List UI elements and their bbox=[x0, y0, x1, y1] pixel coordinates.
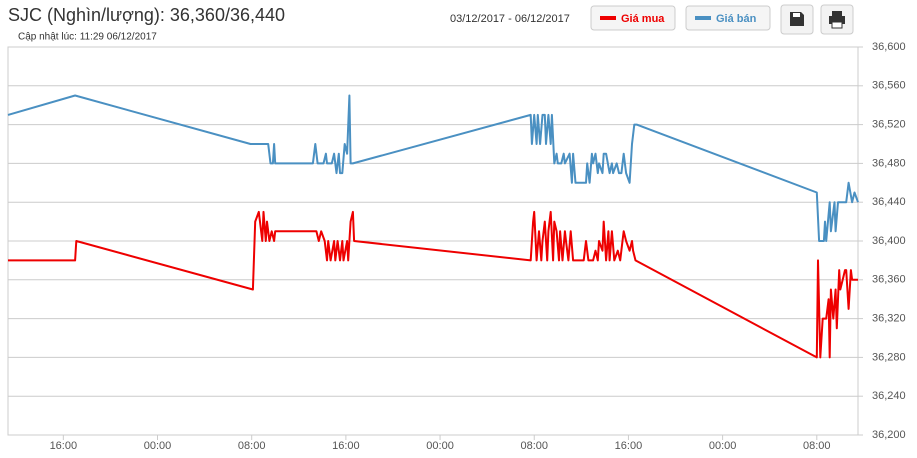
y-tick-label: 36,200 bbox=[872, 429, 906, 441]
y-tick-label: 36,280 bbox=[872, 351, 906, 363]
print-icon-body bbox=[829, 16, 845, 24]
x-tick-label: 08:00 bbox=[520, 440, 548, 452]
save-button[interactable] bbox=[780, 4, 814, 35]
date-range: 03/12/2017 - 06/12/2017 bbox=[450, 13, 570, 25]
x-tick-label: 00:00 bbox=[144, 440, 172, 452]
series-line bbox=[8, 210, 858, 359]
x-tick-label: 08:00 bbox=[803, 440, 831, 452]
y-tick-label: 36,560 bbox=[872, 80, 906, 92]
y-tick-label: 36,440 bbox=[872, 196, 906, 208]
x-tick-label: 00:00 bbox=[709, 440, 737, 452]
print-icon-top bbox=[832, 11, 842, 16]
chart-title: SJC (Nghìn/lượng): 36,360/36,440 bbox=[8, 5, 285, 25]
print-button[interactable] bbox=[820, 4, 854, 35]
x-tick-label: 16:00 bbox=[332, 440, 360, 452]
x-tick-label: 16:00 bbox=[50, 440, 78, 452]
y-tick-label: 36,520 bbox=[872, 119, 906, 131]
y-tick-label: 36,400 bbox=[872, 235, 906, 247]
y-tick-label: 36,320 bbox=[872, 313, 906, 325]
y-tick-label: 36,240 bbox=[872, 390, 906, 402]
x-tick-label: 00:00 bbox=[426, 440, 454, 452]
y-tick-label: 36,600 bbox=[872, 41, 906, 53]
legend-swatch bbox=[695, 16, 711, 20]
x-tick-label: 08:00 bbox=[238, 440, 266, 452]
legend-swatch bbox=[600, 16, 616, 20]
y-tick-label: 36,480 bbox=[872, 157, 906, 169]
print-icon-paper bbox=[831, 21, 843, 29]
legend-button[interactable] bbox=[685, 5, 771, 31]
save-icon-detail bbox=[793, 13, 800, 17]
y-tick-label: 36,360 bbox=[872, 274, 906, 286]
legend-label[interactable]: Giá bán bbox=[716, 13, 757, 25]
x-tick-label: 16:00 bbox=[615, 440, 643, 452]
legend-button[interactable] bbox=[590, 5, 676, 31]
subtitle: Cập nhật lúc: 11:29 06/12/2017 bbox=[18, 32, 157, 43]
series-line bbox=[7, 94, 859, 242]
legend-label[interactable]: Giá mua bbox=[621, 13, 665, 25]
